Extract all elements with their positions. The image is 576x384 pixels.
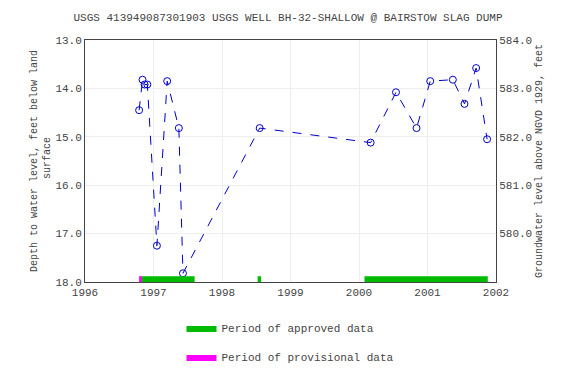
svg-text:1997: 1997: [140, 287, 166, 299]
svg-text:2000: 2000: [346, 287, 372, 299]
svg-text:13.0: 13.0: [55, 35, 81, 47]
svg-text:USGS 413949087301903 USGS WELL: USGS 413949087301903 USGS WELL BH-32-SHA…: [73, 12, 502, 24]
svg-text:582.0: 582.0: [499, 132, 532, 144]
svg-text:17.0: 17.0: [55, 228, 81, 240]
svg-text:15.0: 15.0: [55, 132, 81, 144]
svg-text:580.0: 580.0: [499, 228, 532, 240]
svg-text:2002: 2002: [483, 287, 509, 299]
svg-text:Period of provisional data: Period of provisional data: [222, 352, 394, 364]
svg-text:14.0: 14.0: [55, 83, 81, 95]
svg-text:2001: 2001: [414, 287, 441, 299]
svg-text:584.0: 584.0: [499, 35, 532, 47]
svg-text:1996: 1996: [72, 287, 98, 299]
svg-text:1998: 1998: [209, 287, 235, 299]
svg-text:Period of approved data: Period of approved data: [222, 323, 374, 335]
svg-text:16.0: 16.0: [55, 180, 81, 192]
svg-text:Groundwater level above NGVD 1: Groundwater level above NGVD 1929, feet: [534, 44, 545, 278]
svg-text:18.0: 18.0: [55, 277, 81, 289]
svg-text:583.0: 583.0: [499, 83, 532, 95]
svg-text:1999: 1999: [277, 287, 303, 299]
svg-text:581.0: 581.0: [499, 180, 532, 192]
svg-text:Depth to water level, feet bel: Depth to water level, feet below land su…: [29, 50, 53, 272]
